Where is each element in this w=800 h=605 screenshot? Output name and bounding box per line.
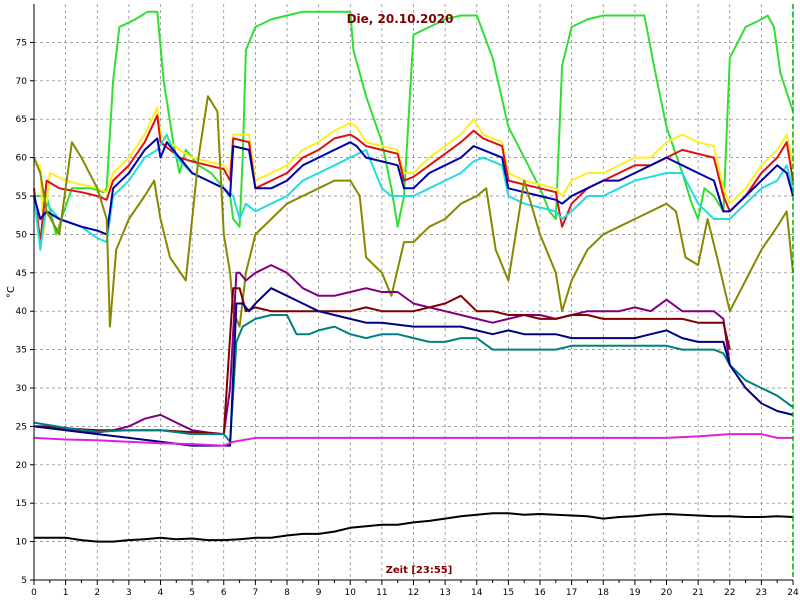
chart-title: Die, 20.10.2020 <box>347 12 454 26</box>
x-tick-label: 15 <box>503 588 514 598</box>
x-tick-label: 12 <box>408 588 419 598</box>
x-tick-label: 17 <box>566 588 577 598</box>
y-tick-label: 50 <box>16 230 28 240</box>
y-tick-label: 35 <box>16 346 27 356</box>
x-tick-label: 21 <box>692 588 703 598</box>
y-axis-label: °C <box>6 286 17 298</box>
y-tick-label: 30 <box>16 384 28 394</box>
x-tick-label: 9 <box>316 588 322 598</box>
x-tick-label: 18 <box>598 588 610 598</box>
series-line-11 <box>33 433 793 447</box>
y-tick-label: 45 <box>16 269 27 279</box>
x-tick-label: 16 <box>534 588 546 598</box>
series-line-5 <box>33 137 794 236</box>
y-tick-label: 15 <box>16 499 27 509</box>
x-tick-label: 3 <box>126 588 132 598</box>
x-tick-label: 23 <box>756 588 767 598</box>
x-tick-label: 20 <box>661 588 673 598</box>
series-line-7 <box>34 264 731 436</box>
x-tick-label: 4 <box>158 588 164 598</box>
x-tick-label: 24 <box>787 588 799 598</box>
x-tick-label: 11 <box>376 588 387 598</box>
y-tick-label: 70 <box>16 77 28 87</box>
axes: 0 1 2 3 4 5 6 7 8 9 10 11 12 13 14 15 16 17 18 19 20 21 22 23 24… <box>16 4 799 598</box>
x-tick-label: 0 <box>31 588 37 598</box>
x-tick-label: 7 <box>253 588 259 598</box>
y-tick-label: 55 <box>16 192 27 202</box>
x-tick-label: 1 <box>63 588 69 598</box>
y-tick-label: 40 <box>16 307 28 317</box>
x-tick-label: 6 <box>221 588 227 598</box>
series-line-4 <box>33 133 794 251</box>
series-line-8 <box>33 287 731 436</box>
x-tick-label: 13 <box>439 588 450 598</box>
y-tick-label: 5 <box>21 576 27 586</box>
series-line-12 <box>34 512 794 543</box>
x-tick-label: 5 <box>189 588 195 598</box>
series-lines <box>33 10 794 543</box>
x-axis-label: Zeit [23:55] <box>386 565 453 576</box>
x-tick-label: 22 <box>724 588 735 598</box>
y-tick-label: 60 <box>16 154 28 164</box>
y-tick-label: 25 <box>16 422 27 432</box>
x-tick-label: 2 <box>94 588 100 598</box>
x-tick-label: 10 <box>345 588 357 598</box>
series-line-1 <box>34 10 794 236</box>
series-line-9 <box>33 314 794 443</box>
y-tick-label: 65 <box>16 115 27 125</box>
y-tick-label: 20 <box>16 461 28 471</box>
x-tick-label: 19 <box>629 588 641 598</box>
x-tick-label: 14 <box>471 588 483 598</box>
series-line-6 <box>33 95 794 328</box>
x-tick-label: 8 <box>284 588 290 598</box>
series-line-2 <box>34 106 794 236</box>
series-line-10 <box>33 287 794 447</box>
y-tick-label: 75 <box>16 38 27 48</box>
y-tick-label: 10 <box>16 538 28 548</box>
